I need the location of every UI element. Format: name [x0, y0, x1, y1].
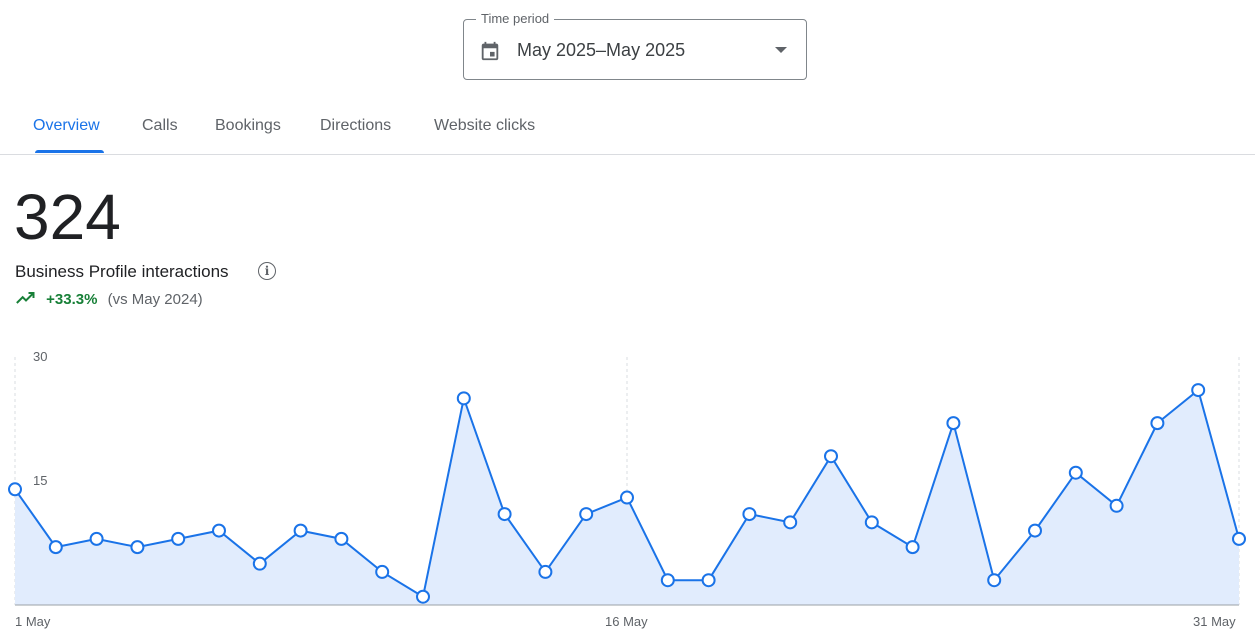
data-point	[375, 564, 390, 579]
data-point	[212, 523, 226, 538]
data-point	[946, 416, 961, 431]
data-point	[456, 391, 471, 406]
x-tick-label: 1 May	[15, 614, 51, 629]
metric-label: Business Profile interactions	[15, 262, 229, 281]
calendar-icon	[481, 41, 499, 61]
data-point	[1150, 416, 1165, 431]
data-point	[252, 556, 267, 571]
data-point	[48, 540, 63, 555]
x-tick-label: 16 May	[605, 614, 648, 629]
tab-website-clicks[interactable]: Website clicks	[434, 117, 536, 134]
info-icon[interactable]: i	[258, 262, 276, 280]
tab-bookings[interactable]: Bookings	[215, 117, 281, 134]
data-point	[293, 523, 308, 538]
data-point	[620, 490, 634, 505]
data-point	[334, 531, 349, 546]
time-period-select[interactable]: Time period May 2025–May 2025	[463, 11, 807, 80]
comparison-label: (vs May 2024)	[107, 291, 203, 308]
data-point	[89, 531, 104, 546]
data-point	[1109, 498, 1124, 513]
tab-bar: Overview Calls Bookings Directions Websi…	[0, 100, 1255, 155]
data-point	[538, 564, 553, 579]
data-point	[864, 515, 879, 530]
data-point	[1068, 465, 1083, 480]
data-point	[660, 573, 675, 588]
data-point	[905, 540, 920, 555]
data-point	[987, 573, 1002, 588]
data-point	[701, 573, 716, 588]
tab-overview[interactable]: Overview	[33, 117, 100, 134]
data-point	[497, 507, 512, 522]
data-point	[416, 589, 430, 604]
data-point	[1232, 531, 1246, 546]
total-value: 324	[14, 181, 121, 253]
data-point	[783, 515, 798, 530]
data-point	[824, 449, 838, 464]
data-point	[1028, 523, 1042, 538]
y-tick-label: 30	[33, 349, 47, 364]
data-point	[742, 507, 757, 522]
active-tab-indicator	[35, 150, 104, 153]
data-point	[8, 482, 22, 497]
dropdown-arrow-icon	[775, 47, 787, 53]
interactions-chart: 1 May 16 May 31 May 15 30	[8, 349, 1246, 629]
change-percent: +33.3%	[46, 291, 98, 308]
x-tick-label: 31 May	[1193, 614, 1236, 629]
time-period-label: Time period	[476, 11, 555, 26]
trending-up-icon	[16, 292, 35, 304]
area-fill	[15, 390, 1239, 605]
trend-row: +33.3% (vs May 2024)	[16, 291, 203, 308]
y-tick-label: 15	[33, 473, 47, 488]
data-point	[1191, 383, 1206, 398]
tab-directions[interactable]: Directions	[320, 117, 392, 134]
time-period-value: May 2025–May 2025	[517, 40, 686, 60]
data-point	[130, 540, 145, 555]
data-point	[579, 507, 594, 522]
data-point	[171, 531, 186, 546]
tab-calls[interactable]: Calls	[142, 117, 178, 134]
